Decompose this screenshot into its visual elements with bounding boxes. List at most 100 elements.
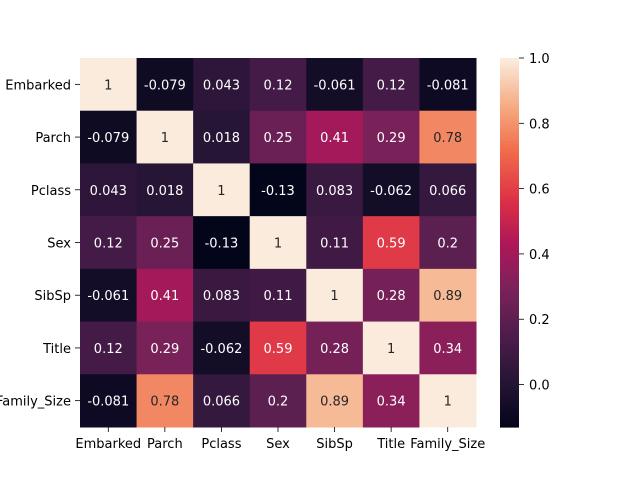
- cell-annotation: 0.29: [150, 342, 179, 357]
- heatmap-cell: [80, 110, 138, 164]
- colorbar-segment: [500, 119, 519, 124]
- colorbar-segment: [500, 227, 519, 231]
- colorbar-segment: [500, 264, 519, 268]
- heatmap-cell: [80, 321, 138, 375]
- x-tick-label: Parch: [147, 437, 183, 452]
- cell-annotation: 1: [387, 342, 395, 357]
- cell-annotations: 1 -0.079 0.043 0.12 -0.061 0.12 -0.081 -0.079 1 0…: [87, 78, 468, 409]
- colorbar-tick-label: 0.2: [529, 313, 550, 328]
- colorbar-segment: [500, 64, 519, 68]
- cell-annotation: 1: [161, 131, 169, 146]
- colorbar-segment: [500, 417, 519, 422]
- colorbar-segment: [500, 408, 519, 413]
- heatmap-cell: [362, 268, 420, 323]
- colorbar-segment: [500, 334, 519, 339]
- cell-annotation: 0.066: [429, 184, 466, 199]
- colorbar-segment: [500, 402, 519, 407]
- cell-annotation: -0.061: [87, 289, 129, 304]
- cell-annotation: 0.12: [377, 78, 406, 93]
- colorbar-segment: [500, 171, 519, 176]
- cell-annotation: 0.25: [264, 131, 293, 146]
- colorbar-segment: [500, 270, 519, 274]
- colorbar-segment: [500, 297, 519, 302]
- colorbar-segment: [500, 217, 519, 222]
- heatmap-cell: [249, 58, 307, 112]
- colorbar-segment: [500, 73, 519, 78]
- colorbar-segment: [500, 97, 519, 102]
- cell-annotation: 0.11: [264, 289, 293, 304]
- colorbar-segment: [500, 304, 519, 308]
- heatmap-cell: [80, 216, 138, 270]
- cell-annotation: 0.25: [150, 237, 179, 252]
- cell-annotation: 0.59: [377, 237, 406, 252]
- cell-annotation: 0.12: [94, 342, 123, 357]
- heatmap-cell: [193, 321, 251, 375]
- colorbar-segment: [500, 162, 519, 167]
- heatmap-cell: [249, 110, 307, 164]
- cell-annotation: -0.079: [144, 78, 186, 93]
- cell-annotation: 0.41: [150, 289, 179, 304]
- heatmap-cell: [249, 216, 307, 270]
- colorbar-segment: [500, 319, 519, 324]
- colorbar-segment: [500, 230, 519, 234]
- colorbar-segment: [500, 313, 519, 317]
- colorbar-segment: [500, 337, 519, 342]
- colorbar-segment: [500, 353, 519, 357]
- cell-annotation: 0.29: [377, 131, 406, 146]
- cell-annotation: 0.12: [94, 237, 123, 252]
- x-tick-label: SibSp: [316, 437, 353, 452]
- colorbar-segment: [500, 239, 519, 244]
- colorbar-segment: [500, 374, 519, 379]
- heatmap-cell: [362, 110, 420, 164]
- colorbar-segment: [500, 365, 519, 370]
- y-tick-label: Family_Size: [0, 395, 71, 410]
- colorbar-segment: [500, 208, 519, 213]
- colorbar-segment: [500, 285, 519, 290]
- heatmap-cell: [193, 110, 251, 164]
- cell-annotation: 0.083: [203, 289, 240, 304]
- colorbar-segment: [500, 82, 519, 87]
- colorbar-segment: [500, 420, 519, 425]
- colorbar-segment: [500, 113, 519, 118]
- colorbar-segment: [500, 310, 519, 314]
- heatmap-cell: [419, 374, 477, 428]
- cell-annotation: -0.062: [370, 184, 412, 199]
- colorbar-segment: [500, 371, 519, 376]
- x-tick-label: Title: [376, 437, 405, 452]
- colorbar-segment: [500, 423, 519, 428]
- colorbar-tick-label: 0.0: [529, 379, 550, 394]
- x-tick-label: Family_Size: [410, 437, 485, 452]
- cell-annotation: -0.13: [205, 237, 239, 252]
- cell-annotation: 0.28: [377, 289, 406, 304]
- colorbar-segment: [500, 147, 519, 151]
- colorbar-segment: [500, 325, 519, 330]
- colorbar-segment: [500, 91, 519, 96]
- colorbar-segment: [500, 300, 519, 305]
- heatmap-cell: [362, 216, 420, 270]
- heatmap-cell: [136, 321, 194, 375]
- colorbar-segment: [500, 380, 519, 385]
- colorbar-segment: [500, 273, 519, 277]
- colorbar-segment: [500, 184, 519, 188]
- colorbar-segment: [500, 107, 519, 111]
- colorbar-tick-label: 1.0: [529, 52, 550, 67]
- heatmap-cell: [80, 374, 138, 428]
- heatmap-cell: [306, 58, 364, 112]
- colorbar-segment: [500, 377, 519, 382]
- colorbar-segment: [500, 141, 519, 145]
- heatmap-cell: [362, 321, 420, 375]
- heatmap-cell: [193, 58, 251, 112]
- heatmap-cell: [306, 374, 364, 428]
- cell-annotation: -0.081: [427, 78, 469, 93]
- colorbar-segment: [500, 414, 519, 419]
- colorbar-segment: [500, 288, 519, 293]
- cell-annotation: 0.78: [150, 395, 179, 410]
- colorbar-tick-label: 0.4: [529, 248, 550, 263]
- colorbar-segment: [500, 104, 519, 108]
- colorbar-segment: [500, 356, 519, 360]
- colorbar-segment: [500, 94, 519, 99]
- heatmap-cell: [419, 58, 477, 112]
- cell-annotation: 1: [217, 184, 225, 199]
- colorbar-tick-label: 0.6: [529, 183, 550, 198]
- heatmap-cell: [136, 110, 194, 164]
